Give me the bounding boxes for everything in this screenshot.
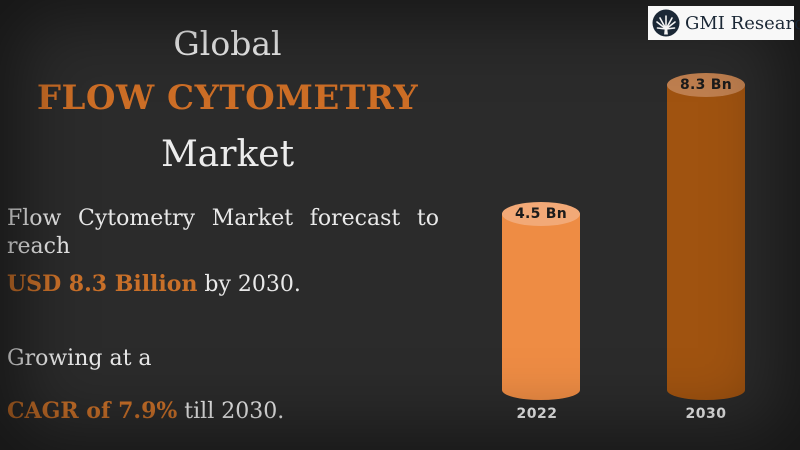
cagr-suffix: till 2030. [177, 399, 285, 424]
bar-2030-cylinder [667, 85, 745, 400]
forecast-highlight: USD 8.3 Billion [7, 271, 198, 297]
x-axis-label-2022: 2022 [516, 406, 558, 422]
bar-2022-cylinder [502, 214, 580, 400]
palmetto-emblem-icon [652, 9, 680, 37]
bar-2030-cap: 8.3 Bn [667, 73, 745, 97]
gmi-research-logo: GMI Research [648, 6, 800, 40]
title-line-flow-cytometry: FLOW CYTOMETRY [36, 78, 419, 118]
growth-sentence: Growing at a [7, 346, 152, 371]
x-axis-label-2030: 2030 [685, 406, 727, 422]
forecast-value-sentence: USD 8.3 Billion by 2030. [7, 271, 439, 299]
bar-2030-value-label: 8.3 Bn [679, 77, 733, 93]
forecast-suffix: by 2030. [197, 272, 301, 297]
bar-2022-cap: 4.5 Bn [502, 202, 580, 226]
cagr-highlight: CAGR of 7.9% [7, 398, 178, 424]
title-line-market: Market [160, 134, 295, 175]
logo-text: GMI Research [685, 12, 800, 34]
title-line-global: Global [173, 24, 282, 63]
cagr-sentence: CAGR of 7.9% till 2030. [7, 398, 439, 426]
bar-2022-value-label: 4.5 Bn [514, 206, 568, 222]
forecast-sentence: Flow Cytometry Market forecast to reach [7, 206, 439, 259]
